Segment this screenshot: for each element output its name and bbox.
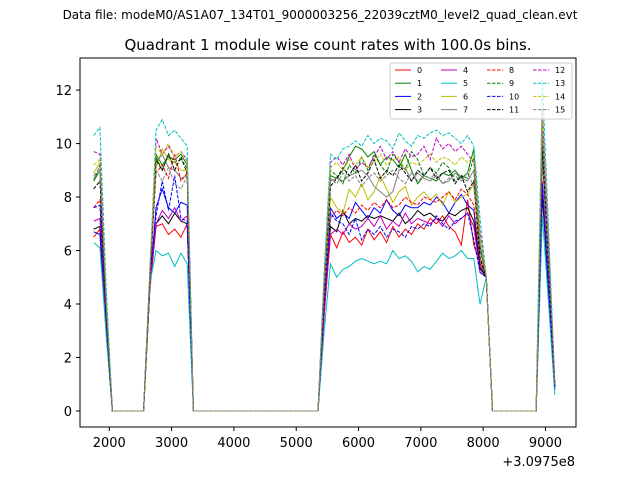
legend-label-13: 13 <box>555 79 565 88</box>
y-tick-label: 12 <box>55 84 72 99</box>
legend-label-15: 15 <box>555 106 565 115</box>
x-tick-label: 6000 <box>342 436 375 451</box>
y-tick-label: 0 <box>64 405 72 420</box>
x-tick-label: 7000 <box>404 436 437 451</box>
series-line-13 <box>93 79 556 412</box>
x-tick-label: 2000 <box>93 436 126 451</box>
legend-label-5: 5 <box>463 79 468 88</box>
legend-label-3: 3 <box>417 106 422 115</box>
legend-label-9: 9 <box>509 79 514 88</box>
y-tick-label: 10 <box>55 138 72 153</box>
y-tick-label: 2 <box>64 351 72 366</box>
x-offset-label: +3.0975e8 <box>502 455 575 470</box>
x-tick-label: 9000 <box>529 436 562 451</box>
legend-label-1: 1 <box>417 79 422 88</box>
series-line-10 <box>93 175 556 412</box>
legend-label-14: 14 <box>555 92 565 101</box>
x-tick-label: 5000 <box>280 436 313 451</box>
x-tick-label: 3000 <box>155 436 188 451</box>
series-layer <box>93 79 556 412</box>
legend-label-7: 7 <box>463 106 468 115</box>
legend-label-11: 11 <box>509 106 519 115</box>
series-line-15 <box>93 130 556 412</box>
legend-label-0: 0 <box>417 66 422 75</box>
legend-label-10: 10 <box>509 92 519 101</box>
y-tick-label: 4 <box>64 298 72 313</box>
x-tick-label: 4000 <box>217 436 250 451</box>
series-line-14 <box>93 116 556 412</box>
axis-layer: 2000 3000 4000 5000 6000 7000 8000 9000 0 2 4 6 8 10 1… <box>55 84 562 451</box>
legend-label-12: 12 <box>555 66 565 75</box>
y-tick-label: 6 <box>64 245 72 260</box>
legend-box <box>389 62 573 120</box>
legend-label-6: 6 <box>463 92 468 101</box>
chart-title: Quadrant 1 module wise count rates with … <box>124 36 531 54</box>
x-tick-label: 8000 <box>467 436 500 451</box>
legend-label-8: 8 <box>509 66 514 75</box>
legend-label-2: 2 <box>417 92 422 101</box>
suptitle: Data file: modeM0/AS1A07_134T01_90000032… <box>62 8 578 22</box>
y-tick-label: 8 <box>64 191 72 206</box>
plot-frame <box>79 57 577 428</box>
legend-label-4: 4 <box>463 66 468 75</box>
